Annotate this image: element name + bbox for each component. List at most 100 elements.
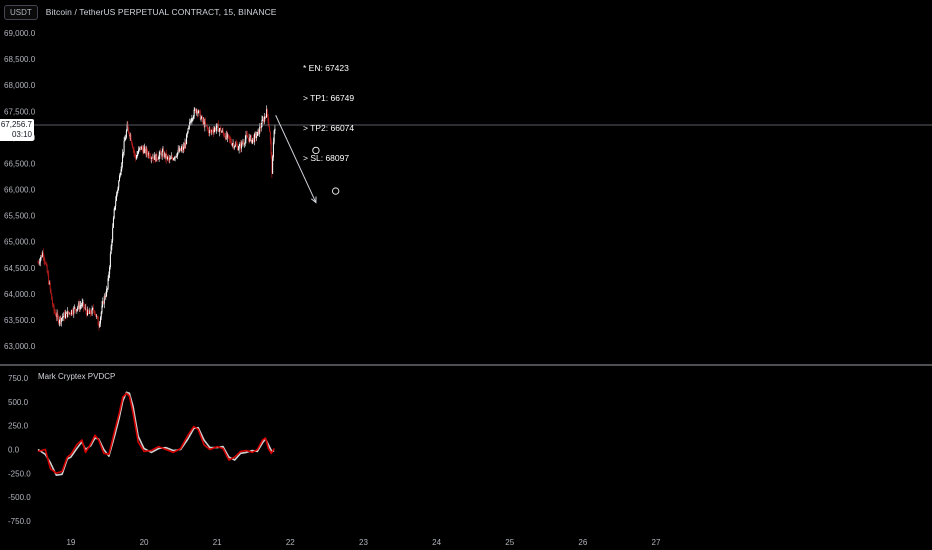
candle-body xyxy=(196,109,198,114)
candle-body xyxy=(266,109,268,115)
candle-body xyxy=(227,134,229,138)
candle-body xyxy=(140,146,142,150)
forecast-drawings[interactable] xyxy=(275,115,340,204)
candle-body xyxy=(184,143,186,149)
candle-body xyxy=(112,227,114,241)
candle-body xyxy=(55,315,57,318)
candle-body xyxy=(115,194,117,201)
price-tick-label: 63,500.0 xyxy=(4,316,36,325)
candle-body xyxy=(102,301,104,306)
time-tick-label: 24 xyxy=(432,538,441,547)
candle-body xyxy=(186,132,188,135)
candle-body xyxy=(73,307,75,314)
candle-body xyxy=(135,154,137,158)
indicator-axis: 750.0 500.0 250.0 0.0 -250.0 -500.0 -750.0 xyxy=(8,374,31,526)
candle-body xyxy=(250,135,252,137)
candle-body xyxy=(160,151,162,153)
candle-body xyxy=(248,138,250,142)
candle-body xyxy=(83,302,85,308)
candle-body xyxy=(109,253,111,268)
candle-body xyxy=(111,240,113,247)
candle-body xyxy=(180,148,182,151)
candle-body xyxy=(147,153,149,156)
candle-body xyxy=(95,314,97,317)
candle-body xyxy=(203,120,205,127)
candle-body xyxy=(165,153,167,158)
candle-body xyxy=(128,132,130,137)
candle-body xyxy=(120,169,122,175)
time-tick-label: 23 xyxy=(359,538,368,547)
candle-body xyxy=(154,155,156,161)
candle-body xyxy=(242,142,244,144)
indicator-tick-label: 250.0 xyxy=(8,422,29,431)
trade-note[interactable]: * EN: 67423 > TP1: 66749 > TP2: 66074 > … xyxy=(303,43,354,173)
candle-body xyxy=(266,109,268,118)
candle-body xyxy=(141,146,143,150)
candle-body xyxy=(251,139,253,143)
candle-body xyxy=(258,129,260,134)
price-tick-label: 66,000.0 xyxy=(4,186,36,195)
candle-body xyxy=(115,200,117,207)
time-tick-label: 22 xyxy=(286,538,295,547)
candle-body xyxy=(265,116,267,118)
candle-body xyxy=(44,259,46,264)
candle-body xyxy=(56,313,58,318)
candle-body xyxy=(164,153,166,158)
candle-body xyxy=(205,121,207,125)
candle-body xyxy=(160,152,162,157)
candle-body xyxy=(256,136,258,139)
candle-body xyxy=(50,289,52,294)
candle-body xyxy=(146,148,148,154)
candle-body xyxy=(63,313,65,317)
candle-body xyxy=(86,311,88,316)
candle-body xyxy=(38,262,40,264)
candle-body xyxy=(48,282,50,284)
candle-body xyxy=(185,143,187,145)
candle-body xyxy=(149,157,151,158)
candle-body xyxy=(232,143,234,145)
candle-body xyxy=(272,141,274,158)
currency-button[interactable]: USDT xyxy=(4,4,38,20)
candle-body xyxy=(192,116,194,119)
candle-body xyxy=(171,156,173,159)
note-entry: * EN: 67423 xyxy=(303,63,349,73)
candle-body xyxy=(237,148,239,151)
candle-body xyxy=(269,126,271,132)
time-tick-label: 21 xyxy=(213,538,222,547)
candle-body xyxy=(88,313,90,314)
candle-body xyxy=(186,134,188,145)
candle-body xyxy=(178,149,180,152)
candle-body xyxy=(67,311,69,314)
candle-body xyxy=(208,128,210,134)
candle-body xyxy=(79,305,81,309)
candle-body xyxy=(200,117,202,120)
candle-body xyxy=(224,136,226,137)
candle-body xyxy=(59,317,61,322)
candle-body xyxy=(80,305,82,306)
candle-body xyxy=(189,121,191,123)
price-axis: 69,000.068,500.068,000.067,500.067,000.0… xyxy=(4,29,36,351)
candle-body xyxy=(136,154,138,158)
candle-body xyxy=(85,307,87,312)
candle-body xyxy=(108,274,110,279)
candle-body xyxy=(113,209,115,219)
indicator-title[interactable]: Mark Cryptex PVDCP xyxy=(38,372,116,381)
candle-body xyxy=(39,258,41,263)
candle-body xyxy=(273,130,275,142)
candle-body xyxy=(257,129,259,133)
price-tick-label: 68,000.0 xyxy=(4,81,36,90)
candle-body xyxy=(163,150,165,157)
candle-body xyxy=(264,116,266,118)
candle-body xyxy=(197,112,199,114)
candle-body xyxy=(83,307,85,309)
forecast-arrow-head xyxy=(310,196,317,204)
candle-body xyxy=(109,267,111,275)
candle-body xyxy=(154,155,156,162)
candle-body xyxy=(121,163,123,170)
candle-body xyxy=(132,147,134,150)
candle-body xyxy=(249,136,251,142)
price-tick-label: 68,500.0 xyxy=(4,55,36,64)
candle-body xyxy=(58,321,60,324)
